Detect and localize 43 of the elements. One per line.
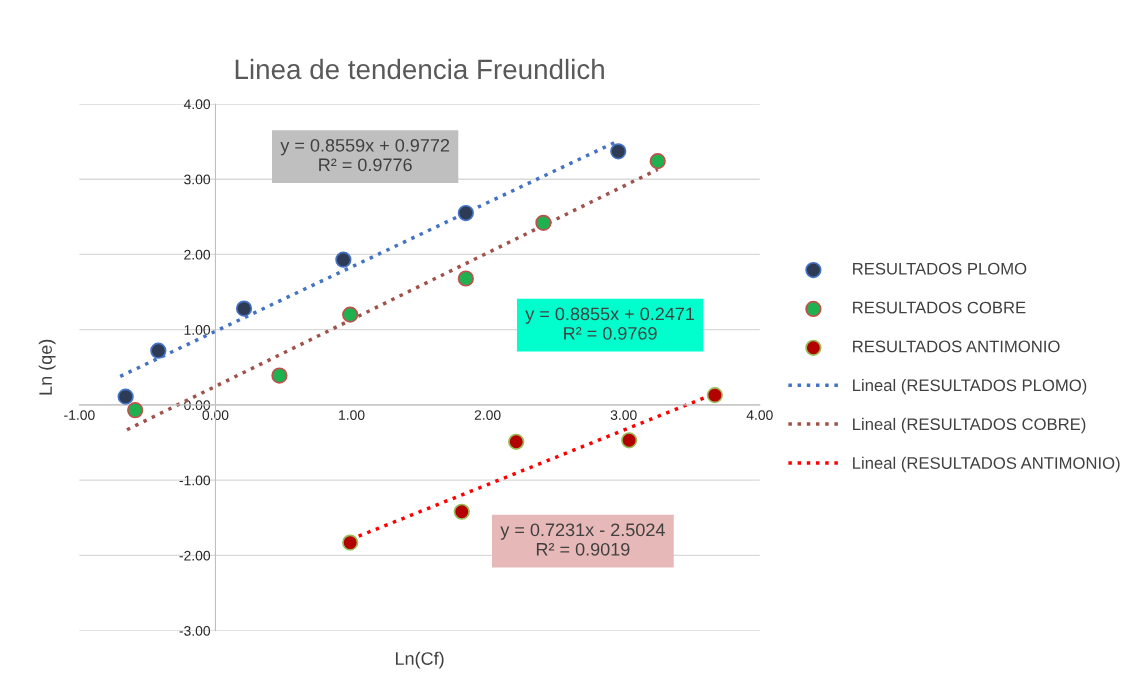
point <box>117 388 134 405</box>
legend-label: RESULTADOS PLOMO <box>853 262 1027 275</box>
point <box>127 402 144 419</box>
annotation: y = 0.8559x + 0.9772 R² = 0.9776 <box>280 138 450 172</box>
point <box>342 534 359 551</box>
point <box>706 387 723 404</box>
y-tick-label: 0.00 <box>184 400 211 411</box>
annotation: y = 0.8855x + 0.2471 R² = 0.9769 <box>525 307 695 340</box>
point <box>535 214 552 231</box>
point <box>335 251 352 268</box>
x-tick-label: 1.00 <box>339 410 365 420</box>
point <box>610 143 627 160</box>
x-tick-label: 2.00 <box>474 410 501 420</box>
annotation: y = 0.7231x - 2.5024 R² = 0.9019 <box>500 523 665 556</box>
point <box>457 270 474 287</box>
y-tick-label: -1.00 <box>179 475 211 486</box>
point <box>621 432 638 449</box>
x-axis-title: Ln(Cf) <box>395 651 444 669</box>
point <box>342 306 359 323</box>
point <box>235 300 253 317</box>
x-tick-label: 0.00 <box>202 410 229 420</box>
y-tick-label: -2.00 <box>179 550 211 561</box>
point <box>508 433 525 450</box>
x-tick-label: 4.00 <box>746 410 773 420</box>
point <box>457 204 474 222</box>
point <box>150 342 167 359</box>
legend-label: Lineal (RESULTADOS PLOMO) <box>853 378 1087 395</box>
point <box>271 367 288 384</box>
y-tick-label: -3.00 <box>179 625 211 636</box>
legend-label: RESULTADOS ANTIMONIO <box>853 340 1060 353</box>
y-tick-label: 3.00 <box>184 174 211 185</box>
x-tick-label: 3.00 <box>610 410 637 420</box>
chart-title: Linea de tendencia Freundlich <box>235 58 604 80</box>
legend-label: Lineal (RESULTADOS ANTIMONIO) <box>853 456 1120 473</box>
y-axis-title: Ln (qe) <box>38 339 56 395</box>
y-tick-label: 1.00 <box>184 325 211 335</box>
legend-label: Lineal (RESULTADOS COBRE) <box>853 417 1086 434</box>
x-tick-label: -1.00 <box>64 410 95 420</box>
point <box>649 153 666 170</box>
point <box>453 503 470 520</box>
y-tick-label: 2.00 <box>184 249 211 260</box>
y-tick-label: 4.00 <box>183 99 211 110</box>
legend-label: RESULTADOS COBRE <box>853 301 1026 314</box>
